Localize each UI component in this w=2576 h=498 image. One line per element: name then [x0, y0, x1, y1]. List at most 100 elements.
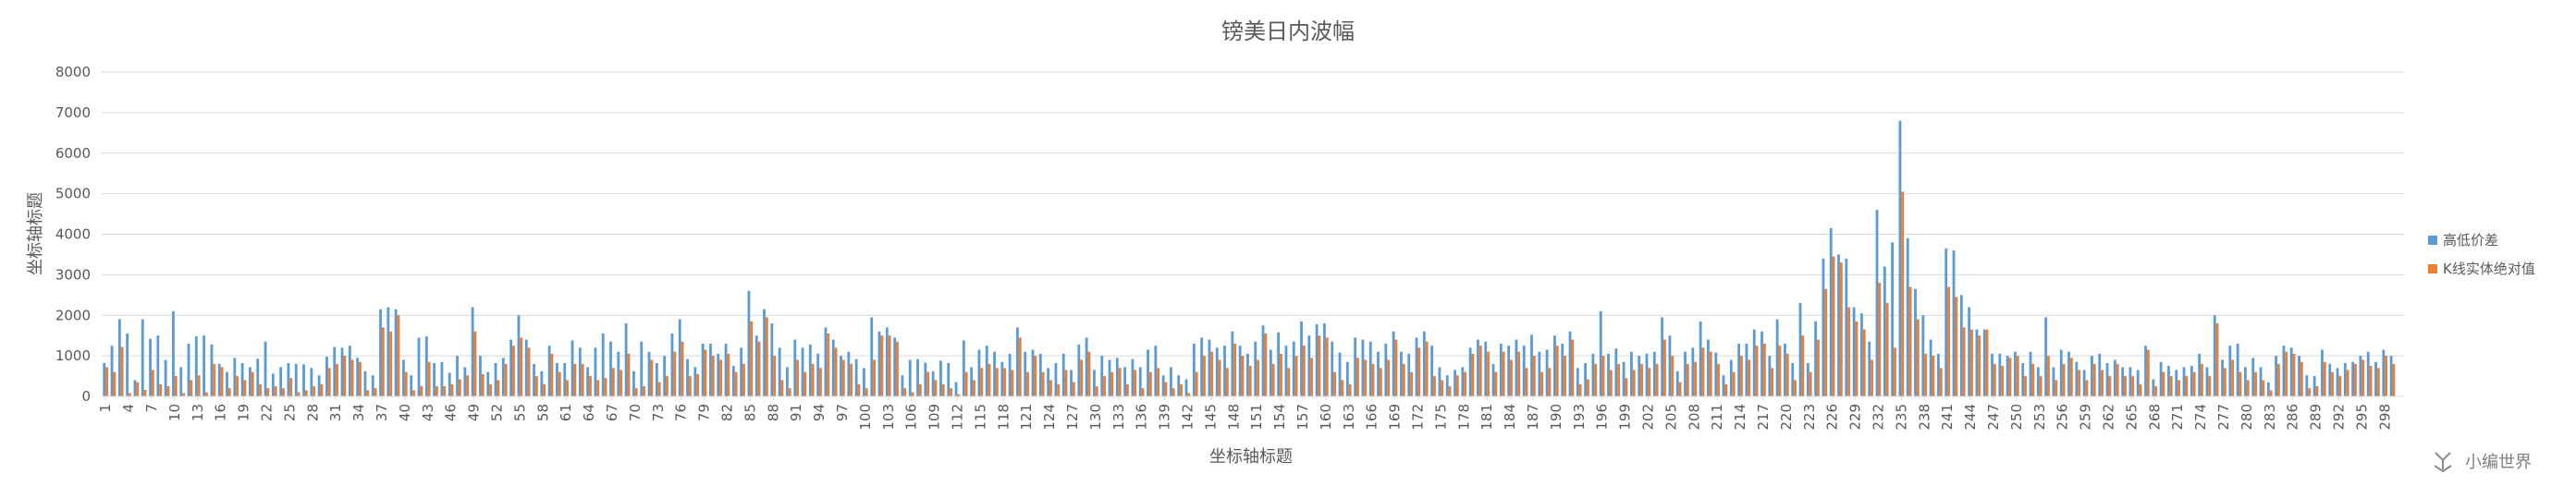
bar	[1829, 227, 1833, 396]
x-tick-label: 286	[2285, 404, 2301, 431]
bar	[348, 346, 351, 396]
bar	[2159, 361, 2163, 396]
bar	[2190, 366, 2193, 396]
bar	[1392, 331, 1395, 396]
bar	[2162, 371, 2165, 396]
x-tick-label: 235	[1893, 404, 1909, 431]
x-tick-label: 46	[443, 404, 460, 421]
bar	[1241, 356, 1245, 397]
x-axis-ticks: 1 4 7 10 13 16 19 22 25 28 31 34 37 40 43 46 49 52 55 58 61 6…	[97, 396, 2393, 431]
bar	[2289, 347, 2293, 396]
bar	[1011, 370, 1014, 396]
x-tick-label: 7	[143, 404, 160, 413]
watermark: 小编世界	[2434, 452, 2532, 473]
bar	[1147, 349, 1149, 396]
bar	[1732, 371, 1736, 396]
x-tick-label: 28	[304, 404, 321, 421]
bar	[1300, 321, 1303, 396]
bar	[793, 339, 797, 396]
bar	[2052, 367, 2055, 396]
watermark-logo-icon	[2434, 452, 2452, 473]
bar	[1545, 349, 1549, 396]
bar	[1141, 388, 1145, 396]
legend-label: 高低价差	[2443, 232, 2498, 249]
bar	[1277, 332, 1281, 396]
bar	[2321, 349, 2324, 396]
bar	[1975, 329, 1979, 396]
x-tick-label: 157	[1294, 404, 1311, 431]
bar	[888, 335, 891, 396]
bar	[2029, 351, 2032, 396]
bar	[1331, 341, 1334, 396]
bar	[1294, 356, 1298, 397]
bar	[2139, 383, 2142, 396]
bar	[1814, 321, 1818, 396]
bar	[747, 290, 751, 396]
bar	[174, 376, 178, 396]
bar	[686, 358, 689, 396]
bar	[2167, 366, 2170, 396]
bar	[1578, 383, 1582, 396]
bar	[1026, 371, 1029, 396]
bar	[640, 341, 644, 396]
bar	[504, 363, 508, 396]
bar	[2121, 367, 2125, 396]
bar	[509, 339, 513, 396]
bar	[2298, 356, 2300, 397]
bar	[2315, 386, 2319, 396]
x-tick-label: 253	[2031, 404, 2048, 431]
bar	[578, 347, 582, 396]
x-tick-label: 214	[1732, 404, 1748, 431]
x-tick-label: 43	[420, 404, 436, 421]
bar	[2101, 370, 2104, 396]
bar	[2014, 351, 2017, 396]
y-tick-label: 2000	[55, 307, 91, 323]
bar	[2262, 380, 2265, 396]
bar	[317, 375, 321, 396]
x-tick-label: 217	[1755, 404, 1772, 431]
bar	[693, 367, 697, 396]
bar	[1655, 363, 1659, 396]
bar	[1041, 371, 1045, 396]
bar	[2091, 356, 2093, 397]
bar	[1737, 343, 1741, 396]
bar	[1417, 347, 1421, 396]
bar	[711, 356, 715, 397]
x-tick-label: 223	[1801, 404, 1818, 431]
bar	[1170, 367, 1172, 396]
bar	[750, 321, 754, 396]
x-tick-label: 289	[2308, 404, 2325, 431]
bar	[594, 347, 597, 396]
bar	[1487, 351, 1490, 396]
bar	[1093, 370, 1096, 396]
bar	[1991, 353, 1993, 396]
bar	[796, 359, 799, 396]
bar	[2275, 356, 2278, 397]
bar	[489, 383, 492, 396]
bar	[1210, 351, 1214, 396]
x-tick-label: 91	[788, 404, 804, 421]
bar	[1729, 359, 1733, 396]
bar	[481, 373, 485, 396]
bar	[397, 315, 400, 396]
bar	[1661, 317, 1664, 396]
bar	[2136, 370, 2140, 396]
bar	[1785, 353, 1789, 396]
bar	[1494, 371, 1498, 396]
bar	[304, 390, 308, 396]
bar	[611, 368, 615, 396]
bar	[1522, 346, 1526, 396]
bar	[274, 386, 277, 396]
bar	[1740, 356, 1743, 397]
y-axis-ticks: 0 1000 2000 3000 4000 5000 6000 7000 8000	[55, 64, 91, 405]
bar	[1510, 359, 1513, 396]
x-tick-label: 40	[397, 404, 413, 421]
bar	[2312, 376, 2316, 396]
x-tick-label: 130	[1087, 404, 1104, 431]
bar	[1264, 333, 1268, 396]
bar	[709, 343, 712, 396]
bar	[2305, 375, 2309, 396]
bar	[1652, 351, 1656, 396]
bar	[632, 370, 635, 396]
bar	[1794, 380, 1797, 396]
